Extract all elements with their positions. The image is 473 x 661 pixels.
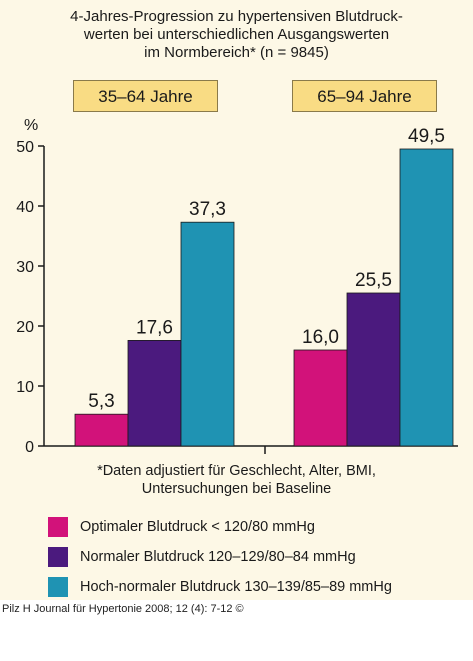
legend-item-normal: Normaler Blutdruck 120–129/80–84 mmHg	[48, 543, 392, 571]
y-tick-label: 50	[16, 139, 34, 156]
source-credit: Pilz H Journal für Hypertonie 2008; 12 (…	[2, 603, 244, 615]
y-tick-label: 10	[16, 379, 34, 396]
legend-swatch-high-normal	[48, 577, 68, 597]
bar	[399, 148, 454, 447]
y-tick-label: 30	[16, 259, 34, 276]
legend: Optimaler Blutdruck < 120/80 mmHg Normal…	[48, 513, 392, 603]
y-tick-label: 40	[16, 199, 34, 216]
footnote-line-1: *Daten adjustiert für Geschlecht, Alter,…	[97, 463, 376, 479]
legend-item-high-normal: Hoch-normaler Blutdruck 130–139/85–89 mm…	[48, 573, 392, 601]
footnote-line-2: Untersuchungen bei Baseline	[141, 481, 332, 497]
legend-swatch-normal	[48, 547, 68, 567]
bar-value-label: 17,6	[136, 317, 173, 338]
footnote: *Daten adjustiert für Geschlecht, Alter,…	[0, 462, 473, 498]
bar	[127, 339, 182, 447]
chart-title: 4-Jahres-Progression zu hypertensiven Bl…	[0, 8, 473, 62]
legend-swatch-optimal	[48, 517, 68, 537]
bar-chart: 0 10 20 30 40 50% 5,3 17,6 37,3 16,0 25,5 49,5	[16, 117, 458, 456]
group-label-65-94: 65–94 Jahre	[292, 80, 437, 112]
y-tick-label: 0	[25, 439, 34, 456]
y-axis-label: %	[24, 117, 38, 134]
title-line-3: im Normbereich* (n = 9845)	[144, 44, 329, 61]
value-labels: 5,3 17,6 37,3 16,0 25,5 49,5	[88, 126, 445, 412]
legend-label-optimal: Optimaler Blutdruck < 120/80 mmHg	[80, 519, 315, 535]
bar	[74, 413, 129, 447]
legend-item-optimal: Optimaler Blutdruck < 120/80 mmHg	[48, 513, 392, 541]
bar-value-label: 49,5	[408, 126, 445, 147]
group-label-35-64: 35–64 Jahre	[73, 80, 218, 112]
legend-label-high-normal: Hoch-normaler Blutdruck 130–139/85–89 mm…	[80, 579, 392, 595]
legend-label-normal: Normaler Blutdruck 120–129/80–84 mmHg	[80, 549, 356, 565]
title-line-1: 4-Jahres-Progression zu hypertensiven Bl…	[70, 8, 403, 25]
bar-value-label: 37,3	[189, 199, 226, 220]
bar	[293, 349, 348, 447]
bar	[346, 292, 401, 447]
bar-value-label: 16,0	[302, 327, 339, 348]
y-tick-label: 20	[16, 319, 34, 336]
title-line-2: werten bei unterschiedlichen Ausgangswer…	[83, 26, 390, 43]
bars	[74, 148, 454, 447]
bar-value-label: 5,3	[88, 391, 114, 412]
bar	[180, 221, 235, 447]
bar-value-label: 25,5	[355, 270, 392, 291]
